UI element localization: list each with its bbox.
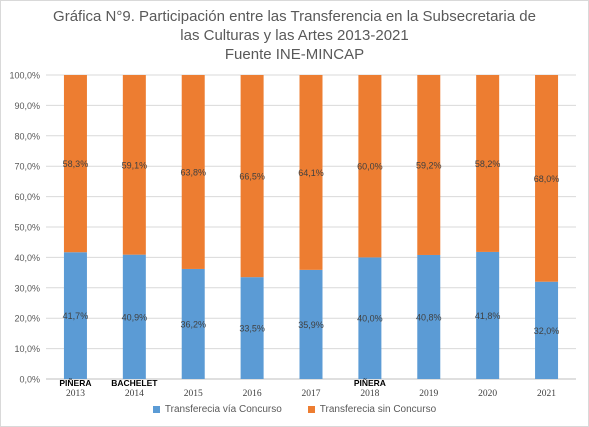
y-tick-label: 50,0% — [14, 223, 40, 233]
x-tick-label: 2015 — [184, 389, 203, 399]
legend-label-concurso: Transferecia vía Concurso — [164, 404, 282, 415]
category-annotation: PIÑERA — [354, 378, 386, 388]
data-label: 41,8% — [475, 311, 501, 321]
data-label: 59,1% — [122, 160, 148, 170]
bar-sin-concurso-2015 — [181, 75, 205, 269]
legend: Transferecia vía Concurso Transferecia s… — [0, 404, 589, 415]
category-annotation: BACHELET — [111, 378, 158, 388]
y-tick-label: 10,0% — [14, 344, 40, 354]
x-tick-label: 2016 — [243, 389, 262, 399]
x-tick-label: 2013 — [66, 389, 85, 399]
category-annotation: PIÑERA — [59, 378, 91, 388]
data-label: 40,9% — [122, 312, 148, 322]
bar-sin-concurso-2013 — [63, 75, 87, 253]
bar-sin-concurso-2021 — [535, 75, 559, 282]
x-tick-label: 2020 — [478, 389, 497, 399]
y-tick-label: 20,0% — [14, 314, 40, 324]
bar-concurso-2020 — [476, 251, 500, 379]
bar-concurso-2017 — [299, 269, 323, 379]
bar-concurso-2014 — [122, 254, 146, 379]
y-tick-label: 90,0% — [14, 101, 40, 111]
bar-concurso-2016 — [240, 277, 264, 379]
bar-sin-concurso-2020 — [476, 75, 500, 252]
bar-concurso-2018 — [358, 257, 382, 379]
data-label: 33,5% — [239, 324, 265, 334]
data-label: 63,8% — [180, 167, 206, 177]
data-label: 60,0% — [357, 162, 383, 172]
data-label: 58,2% — [475, 159, 501, 169]
y-tick-label: 30,0% — [14, 283, 40, 293]
bar-concurso-2019 — [417, 254, 441, 379]
bar-sin-concurso-2019 — [417, 75, 441, 255]
chart-title: Gráfica N°9. Participación entre las Tra… — [0, 7, 589, 64]
x-tick-label: 2018 — [360, 389, 379, 399]
data-label: 35,9% — [298, 320, 324, 330]
y-tick-label: 70,0% — [14, 162, 40, 172]
bar-sin-concurso-2017 — [299, 75, 323, 270]
data-label: 40,0% — [357, 314, 383, 324]
bar-sin-concurso-2014 — [122, 75, 146, 255]
bar-concurso-2021 — [535, 281, 559, 379]
y-tick-label: 100,0% — [9, 71, 40, 81]
stacked-bar-chart: 0,0% 10,0% 20,0% 30,0% 40,0% 50,0% 60,0% 70,0% 8… — [9, 71, 576, 399]
x-tick-label: 2019 — [419, 389, 438, 399]
data-label: 68,0% — [534, 174, 560, 184]
data-label: 41,7% — [63, 311, 89, 321]
x-tick-label: 2021 — [537, 389, 556, 399]
y-tick-label: 80,0% — [14, 131, 40, 141]
data-label: 32,0% — [534, 326, 560, 336]
bar-sin-concurso-2018 — [358, 75, 382, 258]
data-label: 58,3% — [63, 159, 89, 169]
legend-swatch-concurso — [152, 406, 160, 413]
data-label: 64,1% — [298, 168, 324, 178]
y-tick-label: 60,0% — [14, 192, 40, 202]
y-tick-label: 40,0% — [14, 253, 40, 263]
chart-title-line-3: Fuente INE-MINCAP — [224, 46, 365, 63]
data-label: 40,8% — [416, 312, 442, 322]
bar-concurso-2015 — [181, 268, 205, 379]
legend-label-sin-concurso: Transferecia sin Concurso — [319, 404, 437, 415]
chart-title-line-2: las Culturas y las Artes 2013-2021 — [180, 27, 409, 44]
data-label: 59,2% — [416, 160, 442, 170]
x-tick-label: 2017 — [302, 389, 321, 399]
legend-swatch-sin-concurso — [307, 406, 315, 413]
chart-title-line-1: Gráfica N°9. Participación entre las Tra… — [53, 8, 536, 25]
legend-item-sin-concurso: Transferecia sin Concurso — [307, 404, 437, 415]
y-tick-label: 0,0% — [19, 375, 40, 385]
x-tick-label: 2014 — [125, 389, 144, 399]
bar-sin-concurso-2016 — [240, 75, 264, 278]
data-label: 36,2% — [180, 319, 206, 329]
bar-concurso-2013 — [63, 252, 87, 379]
legend-item-concurso: Transferecia vía Concurso — [152, 404, 282, 415]
data-label: 66,5% — [239, 172, 265, 182]
